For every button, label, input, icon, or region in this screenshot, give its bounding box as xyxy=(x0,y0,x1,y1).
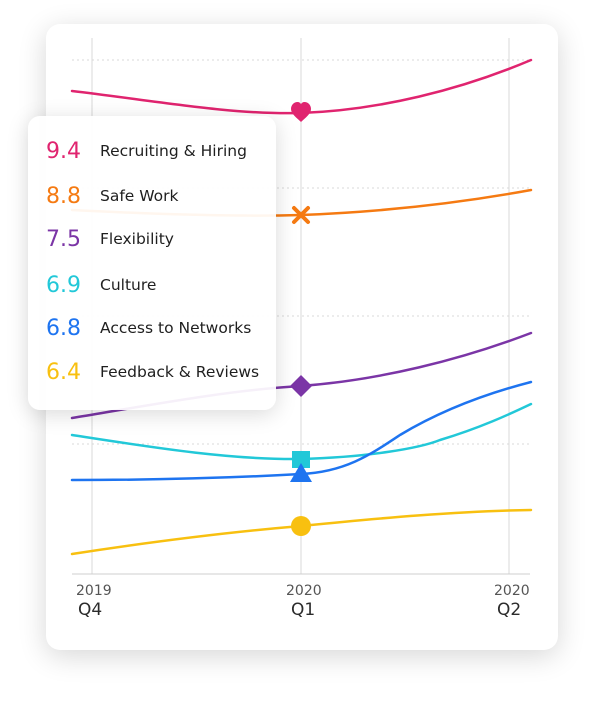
legend-item-flexibility[interactable]: 7.5 Flexibility xyxy=(46,218,174,260)
square-icon xyxy=(292,451,310,468)
legend-label: Safe Work xyxy=(100,187,179,205)
heart-icon xyxy=(291,102,311,122)
x-tick-quarter-3: Q2 xyxy=(497,600,522,620)
legend-label: Culture xyxy=(100,276,157,294)
diamond-icon xyxy=(290,375,312,397)
x-tick-year-3: 2020 xyxy=(494,583,530,599)
legend-value: 7.5 xyxy=(46,226,81,252)
legend-item-feedback[interactable]: 6.4 Feedback & Reviews xyxy=(46,351,259,393)
legend-value: 8.8 xyxy=(46,183,81,209)
legend-value: 9.4 xyxy=(46,138,81,164)
legend-item-access-networks[interactable]: 6.8 Access to Networks xyxy=(46,307,251,349)
legend-item-culture[interactable]: 6.9 Culture xyxy=(46,264,156,306)
legend: 9.4 Recruiting & Hiring 8.8 Safe Work 7.… xyxy=(28,116,276,410)
series-line xyxy=(70,380,533,482)
legend-label: Feedback & Reviews xyxy=(100,363,260,381)
x-tick-quarter-2: Q1 xyxy=(291,600,316,620)
legend-label: Flexibility xyxy=(100,230,174,248)
legend-value: 6.9 xyxy=(46,272,81,298)
legend-value: 6.8 xyxy=(46,315,81,341)
circle-icon xyxy=(291,516,311,536)
legend-item-recruiting[interactable]: 9.4 Recruiting & Hiring xyxy=(46,130,247,172)
legend-item-safe-work[interactable]: 8.8 Safe Work xyxy=(46,175,179,217)
series-line xyxy=(70,402,533,461)
legend-value: 6.4 xyxy=(46,359,81,385)
legend-label: Access to Networks xyxy=(100,319,252,337)
triangle-icon xyxy=(290,463,312,482)
cross-icon xyxy=(292,206,310,224)
x-tick-quarter-1: Q4 xyxy=(78,600,103,620)
x-tick-year-2: 2020 xyxy=(286,583,322,599)
x-tick-year-1: 2019 xyxy=(76,583,112,599)
series-markers xyxy=(290,102,312,536)
legend-label: Recruiting & Hiring xyxy=(100,142,247,160)
